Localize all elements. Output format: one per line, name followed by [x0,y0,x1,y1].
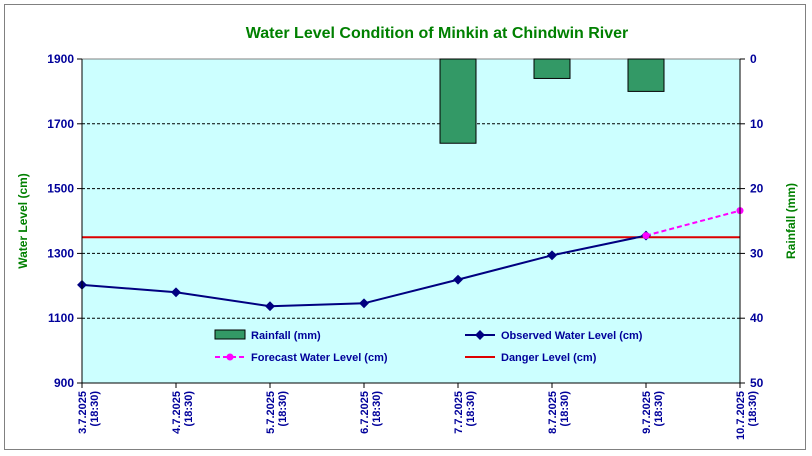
rainfall-bar [439,58,477,144]
x-tick-label-line: 8.7.2025 [547,391,559,434]
y-axis-left-label: Water Level (cm) [16,173,30,269]
y-right-tick-label: 20 [750,182,764,196]
y-right-tick-label: 0 [750,52,757,66]
y-right-tick-label: 30 [750,246,764,260]
forecast-point [642,232,650,240]
legend-label: Rainfall (mm) [251,330,321,342]
x-tick-label-line: 7.7.2025 [453,391,465,434]
legend-marker-observed [475,330,485,340]
legend-marker-forecast [226,353,234,361]
y-right-tick-label: 10 [750,117,764,131]
x-tick-label-line: 4.7.2025 [171,391,183,434]
observed-point [265,301,275,312]
x-tick-label-line: 9.7.2025 [641,391,653,434]
observed-point [359,298,369,309]
y-left-tick-label: 1900 [47,52,74,66]
x-tick-label-line: 5.7.2025 [265,391,277,434]
x-tick-label: 3.7.2025(18:30) [77,391,101,434]
y-left-tick-label: 1100 [48,311,74,325]
x-tick-label: 7.7.2025(18:30) [453,391,477,434]
chart-canvas: 900 1100 1300 1500 1700 1900 0 10 20 30 40 50 3.7.20… [16,25,798,440]
rainfall-bar [533,58,571,79]
x-tick-label: 8.7.2025(18:30) [547,391,571,434]
x-tick-label-line: 10.7.2025 [735,391,747,440]
y-left-tick-label: 1700 [47,117,74,131]
observed-point [453,274,463,285]
legend-entry: Forecast Water Level (cm) [215,352,388,364]
y-left-tick-label: 1500 [47,182,74,196]
x-tick-label: 4.7.2025(18:30) [171,391,195,434]
x-tick-label: 6.7.2025(18:30) [359,391,383,434]
x-tick-label-line: (18:30) [747,391,759,427]
x-tick-label-line: (18:30) [559,391,571,427]
x-tick-label-line: 3.7.2025 [77,391,89,434]
x-tick-label-line: (18:30) [183,391,195,427]
y-axis-right-label: Rainfall (mm) [784,183,798,259]
x-tick-label-line: (18:30) [89,391,101,427]
forecast-water-level-line [645,209,741,237]
x-tick-label: 9.7.2025(18:30) [641,391,665,434]
plot-area [81,58,741,384]
x-tick-label: 10.7.2025(18:30) [735,391,759,440]
x-tick-label-line: 6.7.2025 [359,391,371,434]
x-tick-label: 5.7.2025(18:30) [265,391,289,434]
y-left-tick-label: 1300 [47,246,74,260]
observed-point [171,287,181,298]
legend-entry: Observed Water Level (cm) [465,330,643,342]
chart-frame: 900 1100 1300 1500 1700 1900 0 10 20 30 40 50 3.7.20… [4,4,806,450]
legend-label: Danger Level (cm) [501,352,597,364]
y-left-tick-label: 900 [54,376,74,390]
x-tick-label-line: (18:30) [371,391,383,427]
y-right-tick-label: 40 [750,311,764,325]
legend-label: Observed Water Level (cm) [501,330,643,342]
y-right-tick-label: 50 [750,376,764,390]
x-tick-label-line: (18:30) [277,391,289,427]
observed-point [547,250,557,261]
x-tick-label-line: (18:30) [653,391,665,427]
legend-label: Forecast Water Level (cm) [251,352,388,364]
legend-entry: Danger Level (cm) [465,352,597,364]
legend-swatch-rainfall [214,329,246,340]
rainfall-bar [627,58,665,92]
x-tick-label-line: (18:30) [465,391,477,427]
chart-title: Water Level Condition of Minkin at Chind… [246,25,629,42]
legend-entry: Rainfall (mm) [214,329,321,342]
